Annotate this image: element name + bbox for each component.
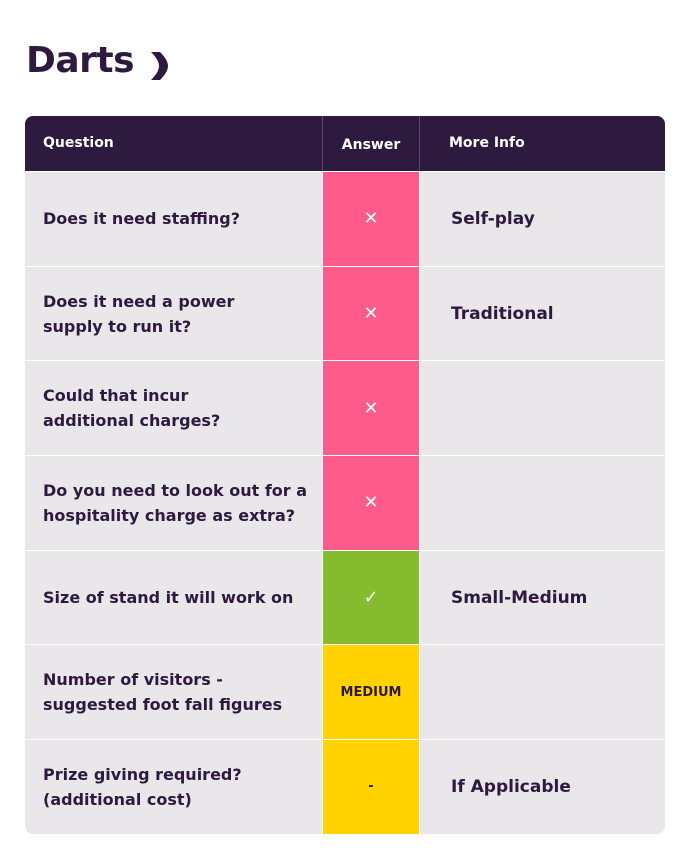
table-row: Size of stand it will work on ✓ Small-Medi… [25, 549, 665, 645]
question-cell: Size of stand it will work on [25, 551, 322, 645]
question-cell: Could that incur additional charges? [25, 361, 322, 455]
question-line: (additional cost) [43, 789, 192, 809]
table-row: Does it need staffing? ✕ Self-play [25, 171, 665, 266]
answer: ✕ [363, 492, 379, 514]
answer-cell: ✕ [322, 266, 420, 361]
answer: ✓ [363, 587, 379, 609]
table-row: Prize giving required? (additional cost) -… [25, 739, 665, 834]
table-row: Does it need a power supply to run it? ✕ Tr… [25, 265, 665, 361]
info-cell: Self-play [420, 172, 665, 266]
question-line: Do you need to look out for a [43, 480, 308, 500]
question-line: Size of stand it will work on [43, 588, 294, 608]
info-cell [420, 456, 665, 550]
answer: MEDIUM [340, 684, 402, 700]
title: Darts [26, 40, 135, 81]
column-header: Answer [322, 116, 420, 171]
answer-cell: MEDIUM [322, 645, 420, 740]
info-cell: If Applicable [420, 740, 665, 834]
question-line: Does it need a power [43, 291, 235, 311]
table-row: Could that incur additional charges? ✕ [25, 360, 665, 456]
question-line: supply to run it? [43, 316, 192, 336]
table-row: Do you need to look out for a hospitality… [25, 455, 665, 550]
header-row: Question Answer More Info [25, 116, 665, 171]
answer-cell: ✕ [322, 361, 420, 456]
more-info: Traditional [451, 303, 554, 324]
answer-cell: ✕ [322, 172, 420, 266]
answer-cell: - [322, 740, 420, 834]
question-cell: Do you need to look out for a hospitality… [25, 456, 322, 550]
question-cell: Does it need staffing? [25, 172, 322, 266]
question-line: additional charges? [43, 411, 221, 431]
column-header: More Info [449, 134, 525, 151]
answer: - [368, 779, 374, 795]
info-cell: Traditional [420, 267, 665, 361]
question-line: hospitality charge as extra? [43, 505, 296, 525]
table: Question Answer More Info Does it need staf… [25, 116, 665, 834]
more-info: Small-Medium [451, 587, 588, 608]
answer-cell: ✕ [322, 456, 420, 550]
question-cell: Does it need a power supply to run it? [25, 267, 322, 361]
chevron-icon [151, 52, 168, 80]
question-cell: Number of visitors - suggested foot fall … [25, 645, 322, 739]
question-line: Number of visitors - [43, 670, 223, 690]
more-info: If Applicable [451, 776, 571, 797]
table-row: Number of visitors - suggested foot fall … [25, 644, 665, 740]
question-line: Does it need staffing? [43, 209, 240, 229]
question-line: Could that incur [43, 386, 189, 406]
answer-cell: ✓ [322, 550, 420, 645]
answer: ✕ [363, 397, 379, 419]
question-line: suggested foot fall figures [43, 695, 283, 715]
answer: ✕ [363, 208, 379, 230]
info-cell [420, 361, 665, 455]
column-header: Question [43, 134, 114, 151]
question-cell: Prize giving required? (additional cost) [25, 740, 322, 834]
info-cell [420, 645, 665, 739]
question-line: Prize giving required? [43, 764, 242, 784]
answer: ✕ [363, 303, 379, 325]
info-cell: Small-Medium [420, 551, 665, 645]
more-info: Self-play [451, 208, 535, 229]
